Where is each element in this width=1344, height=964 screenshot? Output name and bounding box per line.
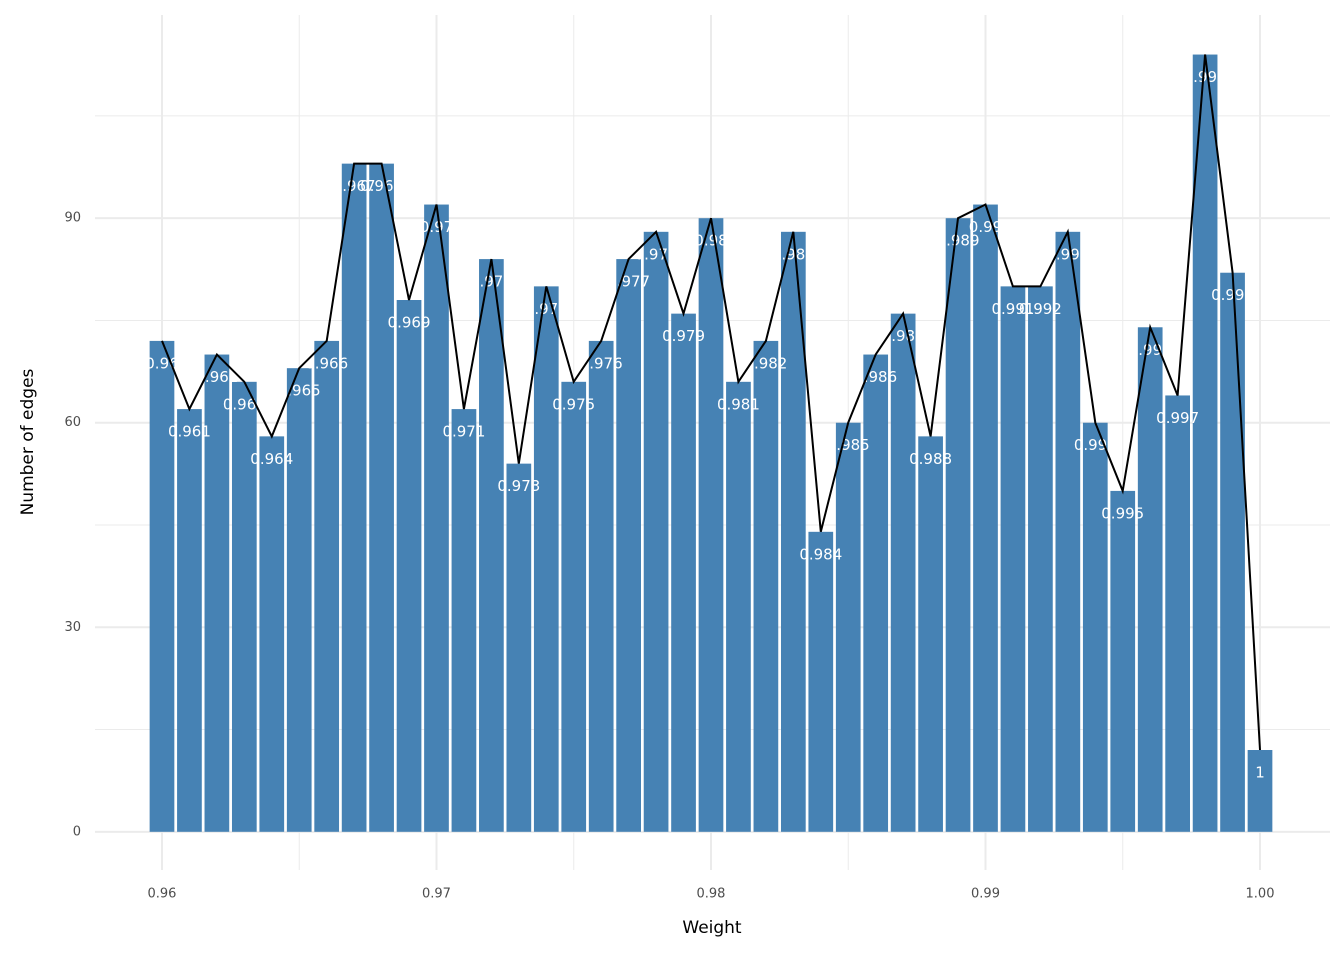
data-label: 0.987 [882,327,925,345]
bar [671,313,696,832]
data-label: 0.983 [772,245,815,263]
data-label: 0.977 [607,273,650,291]
data-label: 0.976 [580,354,623,372]
bar [1110,490,1136,832]
bar [424,204,449,832]
bar [259,436,285,832]
bar [479,259,504,832]
y-tick-label: 60 [64,415,81,430]
bar [643,231,669,832]
bar [1000,286,1026,832]
bar [533,286,559,832]
data-label: 0.96 [145,354,178,372]
data-label: 0.964 [250,450,293,468]
bar [341,163,367,832]
data-label: 0.997 [1156,409,1199,427]
trend-line [161,54,1261,751]
bar [726,381,751,832]
bar [204,354,230,832]
bar [973,204,998,832]
data-label: 0.99 [969,218,1002,236]
data-label: 0.969 [388,314,431,332]
bar [835,422,861,832]
bar [369,163,394,832]
data-label: 0.971 [442,423,485,441]
data-label: 0.993 [1046,245,1089,263]
bar [561,381,587,832]
bar [616,259,641,832]
data-label: 0.999 [1211,286,1254,304]
y-axis-title: Number of edges [18,368,38,515]
bar [1055,231,1081,832]
bar [1192,54,1218,832]
data-label: 0.996 [1129,341,1172,359]
bar [451,409,477,832]
data-label: 0.962 [195,368,238,386]
bar [506,463,532,832]
data-label: 0.961 [168,423,211,441]
bar [753,340,779,832]
data-label: 0.986 [854,368,897,386]
data-label: 1 [1255,764,1265,782]
data-label: 0.965 [278,382,321,400]
y-tick-label: 90 [64,211,81,226]
data-label: 0.979 [662,327,705,345]
bar [149,340,175,832]
data-label: 0.982 [744,354,787,372]
bar [918,436,943,832]
data-label: 0.973 [497,477,540,495]
bar [1137,327,1163,832]
x-tick-label: 0.98 [697,887,726,902]
data-label: 0.984 [799,545,842,563]
bar [1082,422,1108,832]
data-label: 0.998 [1184,68,1227,86]
bar [231,381,257,832]
y-tick-label: 0 [73,824,81,839]
bar [177,409,202,832]
data-label: 0.991 [991,300,1034,318]
data-label: 0.974 [525,300,568,318]
x-axis-title: Weight [682,918,742,938]
bar [1165,395,1191,832]
data-label: 0.985 [827,436,870,454]
data-label: 0.995 [1101,504,1144,522]
x-tick-label: 0.96 [148,887,177,902]
data-label: 0.994 [1074,436,1117,454]
bar [808,531,834,832]
data-label: 0.989 [937,232,980,250]
data-label: 0.963 [223,395,266,413]
bar [396,300,422,832]
data-label: 0.975 [552,395,595,413]
data-label: 0.981 [717,395,760,413]
bar [890,313,916,832]
data-label: 0.967 [333,177,376,195]
data-label: 0.966 [305,354,348,372]
bar [1028,286,1053,832]
data-label: 0.992 [1019,300,1062,318]
x-tick-label: 0.99 [971,887,1000,902]
data-label: 0.978 [635,245,678,263]
bar [1247,750,1273,832]
bar [286,368,312,832]
bar [314,340,340,832]
bar [698,218,724,832]
y-tick-label: 30 [64,620,81,635]
x-tick-label: 0.97 [422,887,451,902]
data-label: 0.972 [470,273,513,291]
bar [588,340,614,832]
data-label: 0.97 [420,218,453,236]
bar [945,218,971,832]
data-label: 0.98 [694,232,727,250]
bar [1220,272,1245,832]
x-tick-label: 1.00 [1246,887,1275,902]
data-label: 0.988 [909,450,952,468]
data-label: 0.968 [360,177,403,195]
bar [863,354,889,832]
